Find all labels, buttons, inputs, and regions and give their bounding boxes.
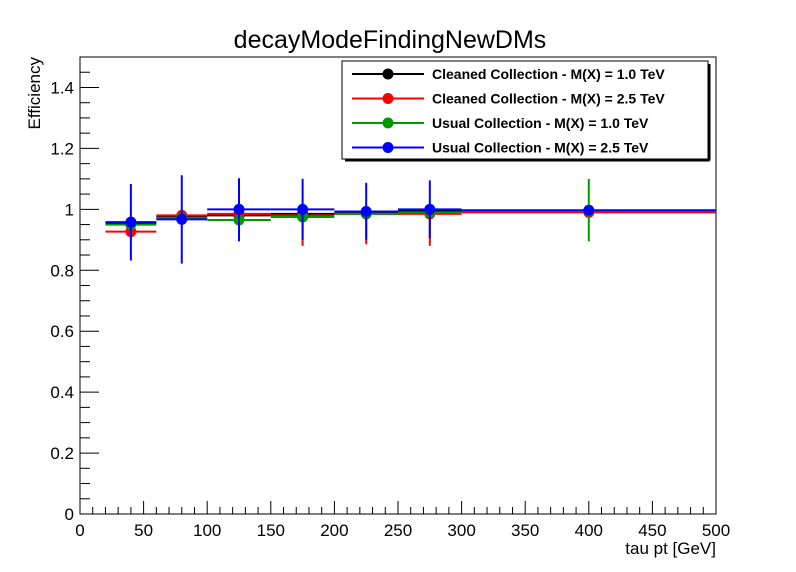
- x-tick-label: 100: [193, 521, 221, 540]
- legend-label: Cleaned Collection - M(X) = 1.0 TeV: [432, 66, 665, 82]
- data-point: [424, 203, 436, 215]
- x-tick-label: 500: [702, 521, 730, 540]
- x-tick-label: 300: [447, 521, 475, 540]
- legend-marker: [382, 93, 394, 104]
- y-tick-label: 0.6: [50, 322, 74, 341]
- x-tick-label: 0: [75, 521, 84, 540]
- legend-label: Usual Collection - M(X) = 1.0 TeV: [432, 115, 649, 131]
- x-tick-label: 250: [384, 521, 412, 540]
- legend-entry-1: Cleaned Collection - M(X) = 1.0 TeV: [352, 66, 665, 82]
- x-tick-label: 200: [320, 521, 348, 540]
- legend-marker: [382, 117, 394, 129]
- y-tick-label: 0.2: [50, 444, 74, 463]
- y-tick-label: 1.2: [50, 139, 74, 158]
- legend-entry-2: Cleaned Collection - M(X) = 2.5 TeV: [352, 91, 665, 107]
- legend-marker: [382, 142, 394, 153]
- y-tick-label: 0.8: [50, 261, 74, 280]
- legend-marker: [382, 68, 394, 80]
- y-tick-label: 0.4: [50, 383, 74, 402]
- data-point: [233, 203, 245, 215]
- legend-label: Usual Collection - M(X) = 2.5 TeV: [432, 140, 649, 156]
- x-tick-label: 400: [575, 521, 603, 540]
- legend-entry-4: Usual Collection - M(X) = 2.5 TeV: [352, 140, 649, 156]
- legend-label: Cleaned Collection - M(X) = 2.5 TeV: [432, 91, 665, 107]
- series-4: [105, 175, 716, 264]
- data-point: [176, 213, 188, 225]
- y-tick-label: 1.4: [50, 78, 74, 97]
- plot-area: 0 50 100 150 200 250 300 350 400 450 500 0 0.2 0.4 0.6…: [50, 56, 730, 540]
- legend-entry-3: Usual Collection - M(X) = 1.0 TeV: [352, 115, 649, 131]
- legend: Cleaned Collection - M(X) = 1.0 TeV Clean…: [341, 60, 711, 162]
- x-tick-label: 350: [511, 521, 539, 540]
- y-tick-label: 0: [65, 505, 74, 524]
- x-axis-title: tau pt [GeV]: [625, 539, 716, 558]
- x-tick-label: 150: [257, 521, 285, 540]
- y-tick-label: 1: [65, 200, 74, 219]
- data-point: [583, 204, 595, 216]
- data-point: [360, 205, 372, 217]
- x-tick-label: 50: [134, 521, 153, 540]
- chart-title: decayModeFindingNewDMs: [234, 26, 547, 54]
- y-axis-title: Efficiency: [25, 57, 44, 130]
- legend-box: [341, 60, 709, 160]
- data-point: [125, 216, 137, 228]
- x-tick-label: 450: [638, 521, 666, 540]
- data-point: [297, 203, 309, 215]
